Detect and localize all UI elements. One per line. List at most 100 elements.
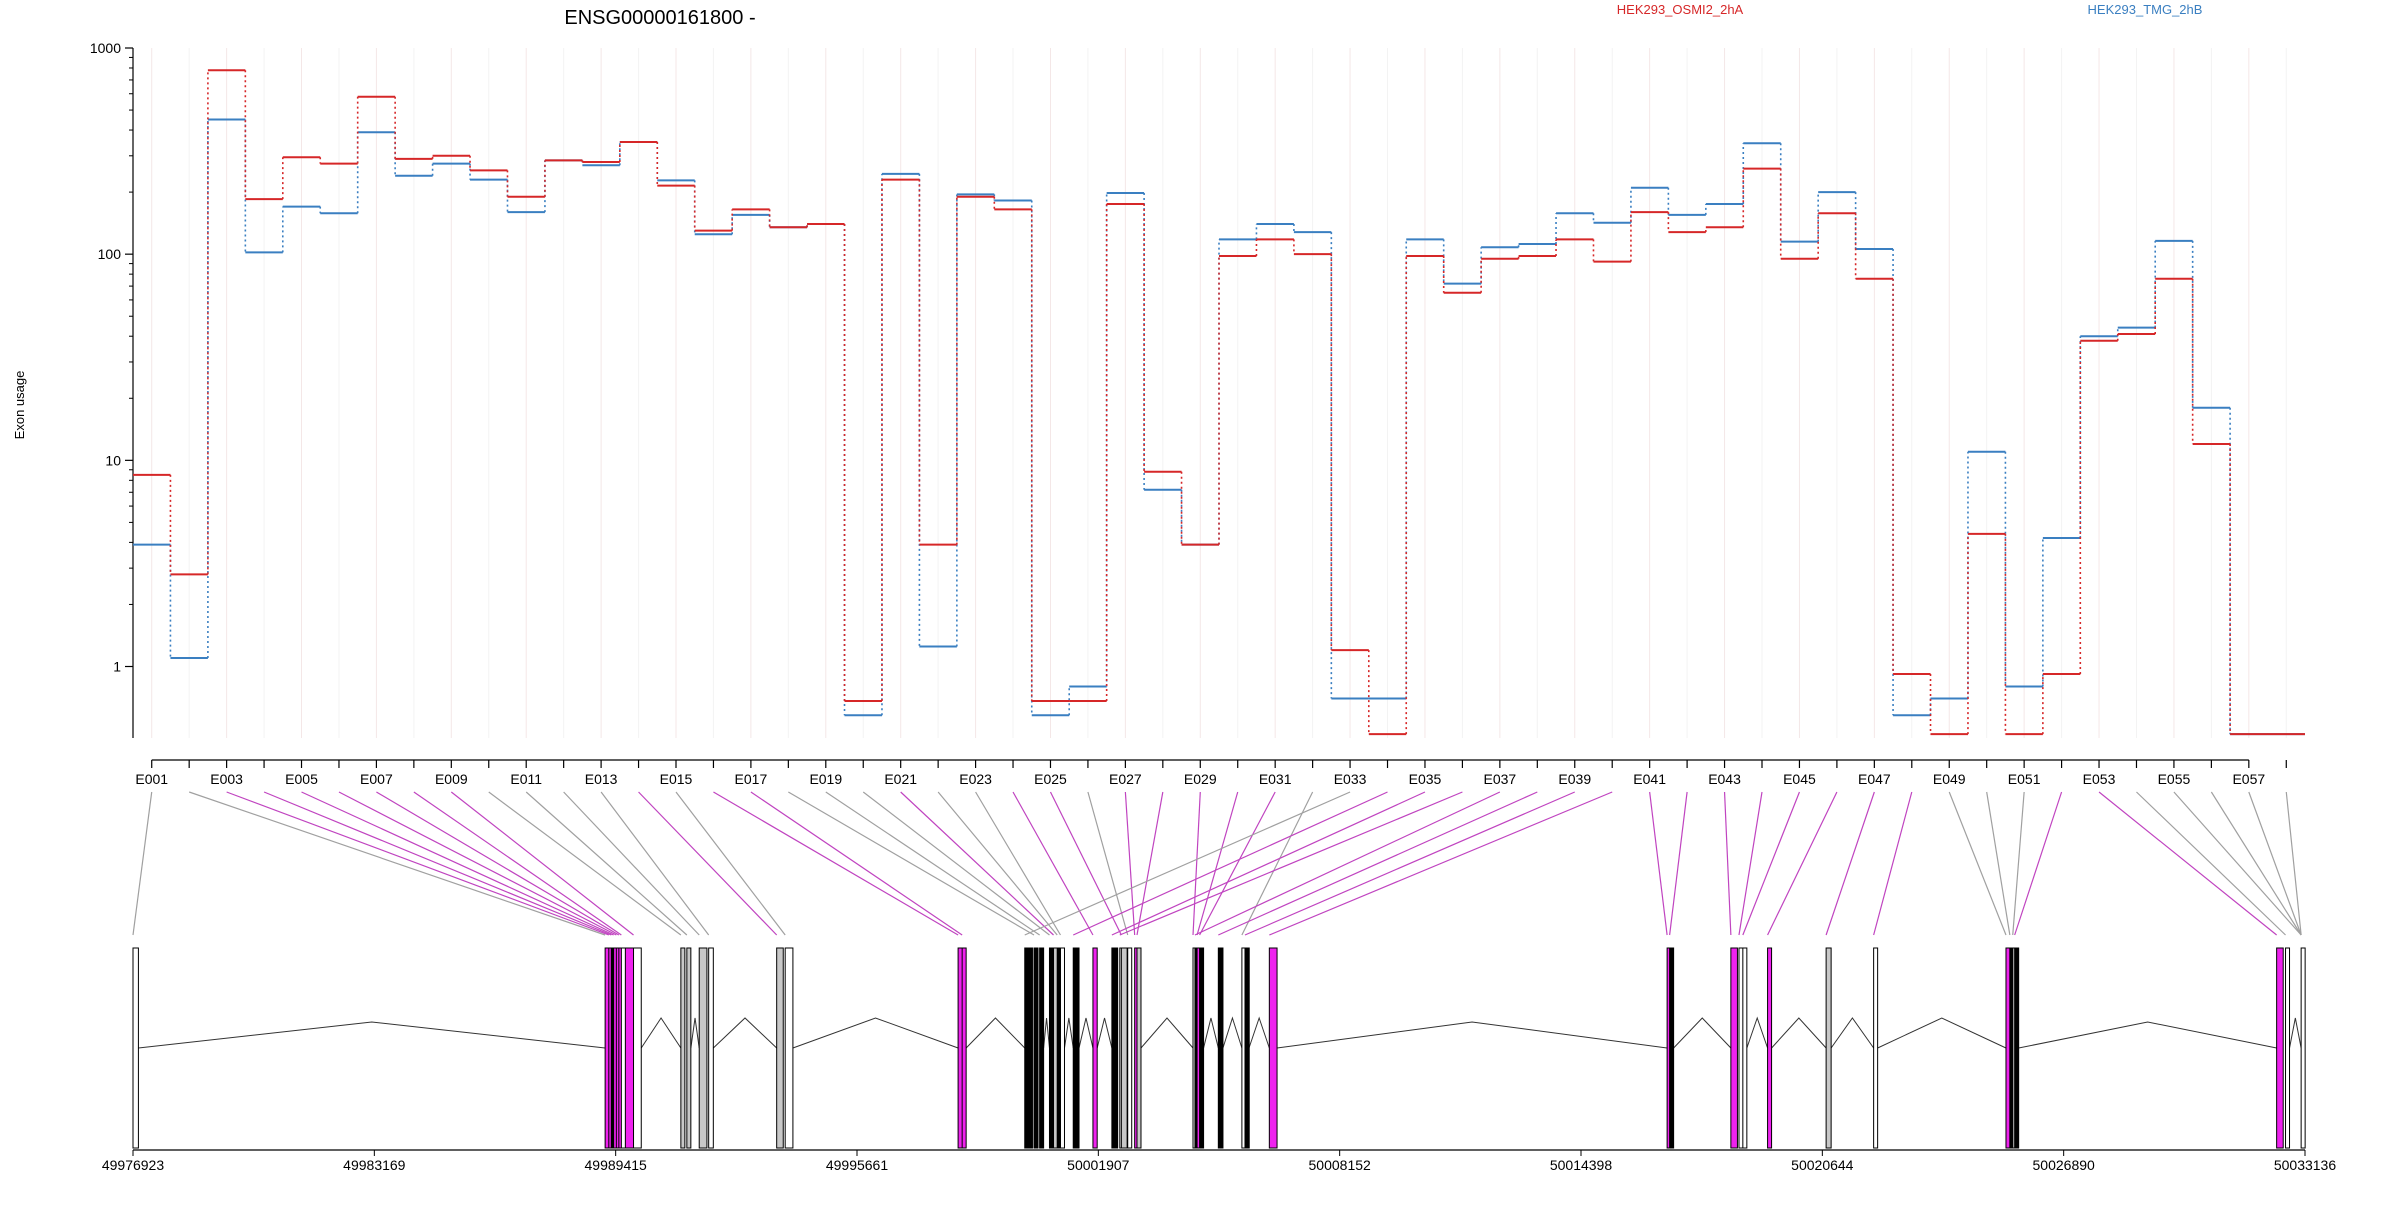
exon-connector xyxy=(2248,791,2302,936)
exon-box xyxy=(1039,947,1045,1149)
exon-connector xyxy=(900,791,1054,936)
exon-connector xyxy=(1199,791,1276,936)
exon-connector xyxy=(825,791,1040,936)
genomic-tick-label: 49983169 xyxy=(343,1157,406,1173)
intron-line xyxy=(690,1017,700,1049)
exon-connector xyxy=(1269,791,1613,936)
intron-line xyxy=(2018,1021,2277,1049)
y-tick-label: 1000 xyxy=(90,40,121,56)
intron-line xyxy=(1248,1016,1270,1049)
exon-box xyxy=(708,947,714,1149)
gene-model xyxy=(132,947,2306,1149)
intron-line xyxy=(965,1017,1026,1049)
series-HEK293_OSMI2_2hA xyxy=(133,69,2305,736)
genomic-tick-label: 50026890 xyxy=(2033,1157,2096,1173)
exon-connector xyxy=(2136,791,2286,936)
exon-connector xyxy=(1196,791,1239,936)
exon-connector xyxy=(226,791,610,936)
exon-connector xyxy=(1244,791,1575,936)
exon-box xyxy=(1730,947,1738,1149)
intron-line xyxy=(1830,1017,1875,1049)
exon-label: E043 xyxy=(1708,771,1741,787)
exon-connector xyxy=(132,791,153,936)
y-tick-label: 100 xyxy=(98,246,122,262)
exon-box xyxy=(1111,947,1119,1149)
exon-box xyxy=(1048,947,1054,1149)
exon-box xyxy=(132,947,139,1149)
exon-connector xyxy=(1012,791,1094,936)
exon-connector xyxy=(1136,791,1164,936)
y-axis-label: Exon usage xyxy=(12,371,27,440)
exon-label: E057 xyxy=(2232,771,2265,787)
exon-connector xyxy=(1738,791,1763,936)
exon-label: E009 xyxy=(435,771,468,787)
exon-box xyxy=(784,947,794,1149)
exon-connector xyxy=(263,791,612,936)
intron-line xyxy=(1771,1017,1827,1049)
exon-connector xyxy=(450,791,634,936)
exon-connector xyxy=(1119,791,1463,936)
exon-connector xyxy=(1742,791,1801,936)
exon-connector xyxy=(937,791,1058,936)
exon-box xyxy=(1873,947,1879,1149)
exon-connector xyxy=(376,791,620,936)
exon-box xyxy=(2285,947,2291,1149)
exon-box xyxy=(2276,947,2284,1149)
exon-box xyxy=(1092,947,1098,1149)
exon-connector xyxy=(563,791,700,936)
exon-label: E053 xyxy=(2083,771,2116,787)
exon-connector xyxy=(1194,791,1501,936)
exon-connector xyxy=(975,791,1062,936)
exon-connector xyxy=(1767,791,1838,936)
intron-line xyxy=(1222,1016,1243,1049)
exon-connector xyxy=(1218,791,1538,936)
exon-connector xyxy=(1873,791,1913,936)
genomic-tick-label: 50001907 xyxy=(1067,1157,1130,1173)
exon-connector xyxy=(1825,791,1875,936)
exon-label: E047 xyxy=(1858,771,1891,787)
y-tick-label: 10 xyxy=(105,452,121,468)
exon-box xyxy=(1767,947,1773,1149)
exon-box xyxy=(1024,947,1033,1149)
exon-connector xyxy=(2098,791,2278,936)
exon-label: E027 xyxy=(1109,771,1142,787)
legend-series-1: HEK293_OSMI2_2hA xyxy=(1617,2,1744,17)
exon-box xyxy=(1072,947,1080,1149)
exon-connector xyxy=(1111,791,1426,936)
exon-connector xyxy=(2014,791,2063,936)
intron-line xyxy=(1203,1017,1219,1049)
exon-label: E017 xyxy=(735,771,768,787)
exon-box xyxy=(1120,947,1128,1149)
intron-line xyxy=(1140,1017,1194,1049)
exon-label: E019 xyxy=(809,771,842,787)
exon-box xyxy=(776,947,784,1149)
exon-box xyxy=(1136,947,1142,1149)
exon-label: E045 xyxy=(1783,771,1816,787)
exon-box xyxy=(1825,947,1832,1149)
genomic-tick-label: 50008152 xyxy=(1309,1157,1372,1173)
intron-line xyxy=(1043,1017,1050,1049)
exon-connector xyxy=(525,791,688,936)
exon-box xyxy=(1217,947,1224,1149)
exon-box xyxy=(1244,947,1250,1149)
exon-connector xyxy=(862,791,1050,936)
chart-title: ENSG00000161800 - xyxy=(564,7,755,29)
exon-box xyxy=(1059,947,1065,1149)
exon-connector xyxy=(788,791,1035,936)
intron-line xyxy=(1096,1017,1113,1049)
exon-label: E005 xyxy=(285,771,318,787)
exon-connector xyxy=(301,791,614,936)
exon-connector xyxy=(1948,791,2007,936)
exon-box xyxy=(1033,947,1039,1149)
exon-connector xyxy=(750,791,963,936)
exon-connector xyxy=(1072,791,1388,936)
exon-box xyxy=(1199,947,1205,1149)
exon-box xyxy=(961,947,967,1149)
exon-label: E055 xyxy=(2158,771,2191,787)
exon-connector xyxy=(2285,791,2302,936)
exon-connector xyxy=(1049,791,1122,936)
exon-connector xyxy=(600,791,710,936)
exon-box xyxy=(2014,947,2020,1149)
exon-label: E035 xyxy=(1409,771,1442,787)
